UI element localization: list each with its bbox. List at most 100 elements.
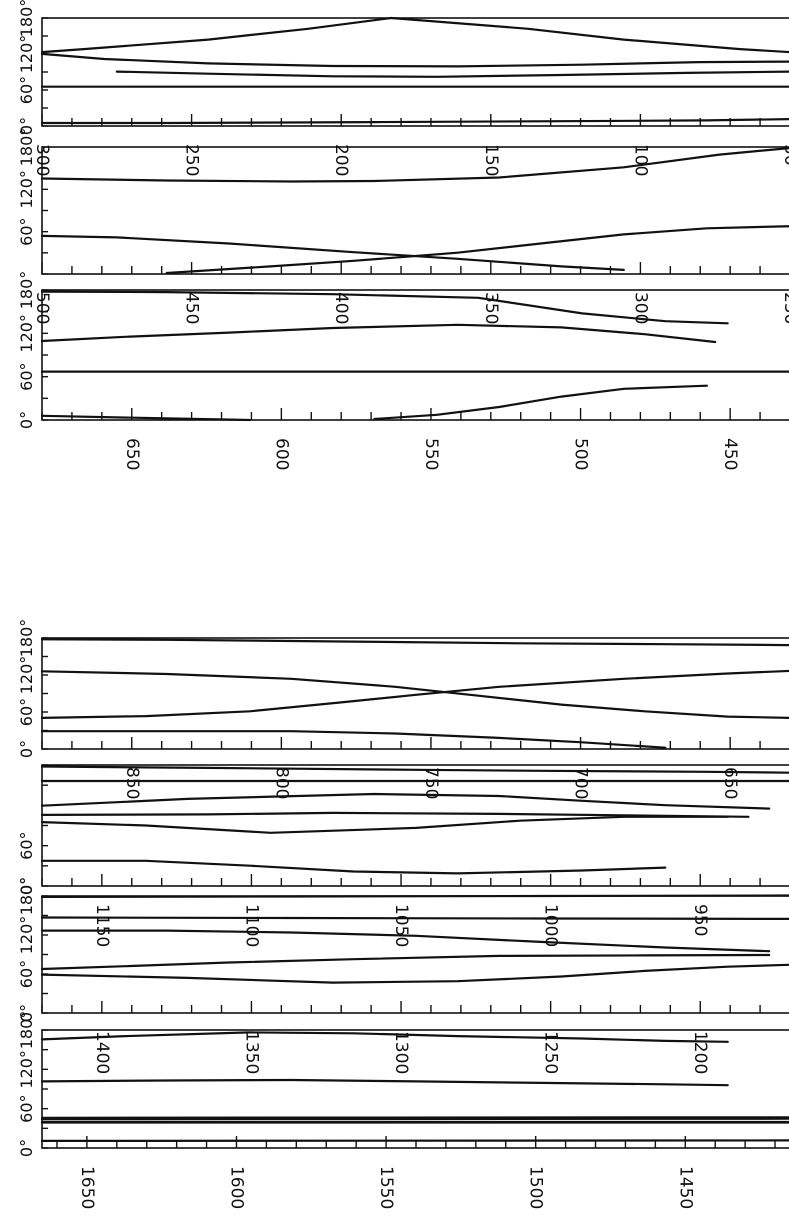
series-line-4-2: [40, 670, 789, 719]
series-line-1-2: [40, 16, 393, 54]
x-tick-label: 150: [481, 144, 501, 176]
series-line-2-1: [40, 146, 789, 183]
series-line-5-4: [40, 811, 750, 818]
panel-frame: [41, 637, 789, 750]
y-tick-label: 60°: [17, 217, 36, 245]
x-tick-label: 50: [780, 144, 789, 166]
y-tick-label: 0°: [17, 117, 36, 135]
x-tick-label: 250: [780, 292, 789, 324]
series-line-7-2: [40, 1078, 729, 1087]
x-tick-label: 100: [630, 144, 650, 176]
series-line-7-7: [40, 1139, 789, 1142]
y-tick-label: 120°: [17, 314, 36, 353]
y-tick-label: 120°: [17, 1050, 36, 1089]
x-tick-label: 1050: [391, 904, 411, 947]
series-line-6-1: [40, 894, 789, 898]
x-tick-label: 600: [271, 438, 291, 470]
y-tick-label: 180°: [17, 877, 36, 916]
x-tick-label: 300: [630, 292, 650, 324]
series-line-4-3: [40, 669, 789, 719]
y-tick-label: 60°: [17, 831, 36, 859]
series-line-1-6: [40, 118, 789, 125]
panel-4: 850 800 750 700 650 0° 60° 120°180°: [17, 619, 789, 799]
x-tick-label: 1350: [241, 1031, 261, 1074]
x-tick-label: 1100: [241, 904, 261, 947]
series-line-1-1: [390, 16, 789, 54]
x-tick-label: 800: [271, 767, 291, 799]
x-tick-label: 650: [720, 767, 740, 799]
y-tick-label: 60°: [17, 76, 36, 104]
panel-3: 650 600 550 500 450 0° 60° 120° 180°: [17, 271, 789, 470]
x-tick-label: 1250: [541, 1031, 561, 1074]
series-line-7-3: [40, 1116, 789, 1119]
series-line-2-3: [40, 234, 625, 271]
x-tick-label: 1650: [77, 1166, 97, 1209]
x-tick-label: 1450: [675, 1166, 695, 1209]
x-tick-label: 1550: [376, 1166, 396, 1209]
series-line-3-1: [40, 290, 729, 325]
y-tick-label: 180°: [17, 0, 36, 37]
y-tick-label: 0°: [17, 411, 36, 429]
x-tick-label: 1150: [92, 904, 112, 947]
series-line-2-2: [165, 225, 789, 275]
series-line-6-4: [40, 953, 771, 971]
y-tick-label: 0°: [17, 877, 36, 895]
series-line-7-1: [40, 1031, 729, 1043]
series-line-1-3: [40, 52, 789, 68]
x-tick-label: 1200: [690, 1031, 710, 1074]
series-line-5-6: [40, 859, 667, 875]
x-tick-label: 1400: [92, 1031, 112, 1074]
x-tick-label: 950: [690, 904, 710, 936]
series-line-3-4: [373, 384, 708, 421]
panel-7: 1650 1600 1550 1500 1450 0° 60° 120°180°: [17, 1011, 789, 1209]
x-tick-label: 450: [720, 438, 740, 470]
series-line-4-1: [40, 638, 789, 647]
series-line-5-3: [40, 792, 771, 810]
series-line-3-2: [40, 323, 717, 344]
series-line-6-3: [40, 929, 771, 953]
x-tick-label: 1500: [526, 1166, 546, 1209]
x-tick-label: 250: [182, 144, 202, 176]
y-tick-label: 0°: [17, 740, 36, 758]
panel-frame: [41, 289, 789, 421]
y-tick-label: 0°: [17, 1004, 36, 1022]
y-tick-label: 120°: [17, 170, 36, 209]
x-tick-label: 550: [421, 438, 441, 470]
panel-frame: [41, 1029, 789, 1149]
x-tick-label: 700: [571, 767, 591, 799]
x-tick-label: 650: [122, 438, 142, 470]
y-tick-label: 120°: [17, 916, 36, 955]
series-line-5-5: [40, 815, 729, 834]
series-line-5-1: [40, 765, 789, 774]
series-line-3-5: [40, 414, 251, 422]
panel-1: 300 250 200 150 100 500°60°120°180°: [17, 0, 789, 176]
y-tick-label: 60°: [17, 960, 36, 988]
x-tick-label: 350: [481, 292, 501, 324]
x-tick-label: 1000: [541, 904, 561, 947]
x-tick-label: 400: [331, 292, 351, 324]
y-tick-label: 60°: [17, 698, 36, 726]
x-tick-label: 450: [182, 292, 202, 324]
series-line-1-4: [115, 70, 789, 78]
x-tick-label: 1300: [391, 1031, 411, 1074]
series-line-4-4: [40, 730, 667, 749]
y-tick-label: 120°: [17, 656, 36, 695]
series-line-7-4: [40, 1117, 789, 1121]
y-tick-label: 180°: [17, 1011, 36, 1050]
panel-5: 1150 1100 1050 1000 950 0° 60°: [17, 764, 789, 947]
x-tick-label: 750: [421, 767, 441, 799]
x-tick-label: 1600: [226, 1166, 246, 1209]
y-tick-label: 60°: [17, 362, 36, 390]
y-tick-label: 180°: [17, 271, 36, 310]
series-line-6-2: [40, 916, 789, 920]
x-tick-label: 850: [122, 767, 142, 799]
x-tick-label: 500: [571, 438, 591, 470]
y-tick-label: 180°: [17, 128, 36, 167]
y-tick-label: 120°: [17, 35, 36, 74]
y-tick-label: 0°: [17, 1139, 36, 1157]
y-tick-label: 60°: [17, 1094, 36, 1122]
x-tick-label: 200: [331, 144, 351, 176]
